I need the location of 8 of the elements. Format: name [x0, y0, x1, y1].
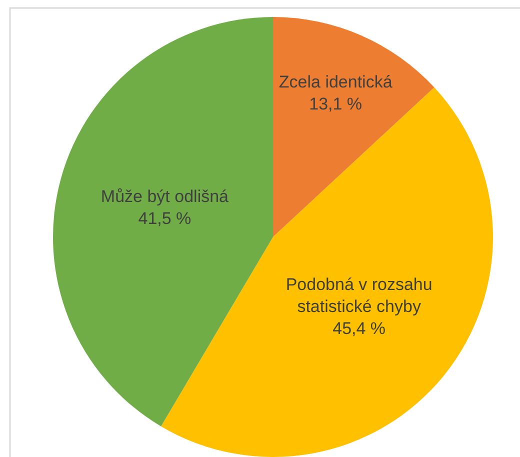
data-label: 41,5 % — [138, 209, 192, 228]
data-label: 13,1 % — [309, 94, 362, 114]
data-label: 45,4 % — [332, 319, 386, 338]
slice-label: Může být odlišná — [100, 186, 230, 206]
slice-label: Podobná v rozsahu statistické chyby — [286, 274, 432, 316]
slice-label: Zcela identická — [278, 72, 393, 92]
pie-slice — [273, 17, 434, 237]
pie-slice — [53, 17, 273, 426]
